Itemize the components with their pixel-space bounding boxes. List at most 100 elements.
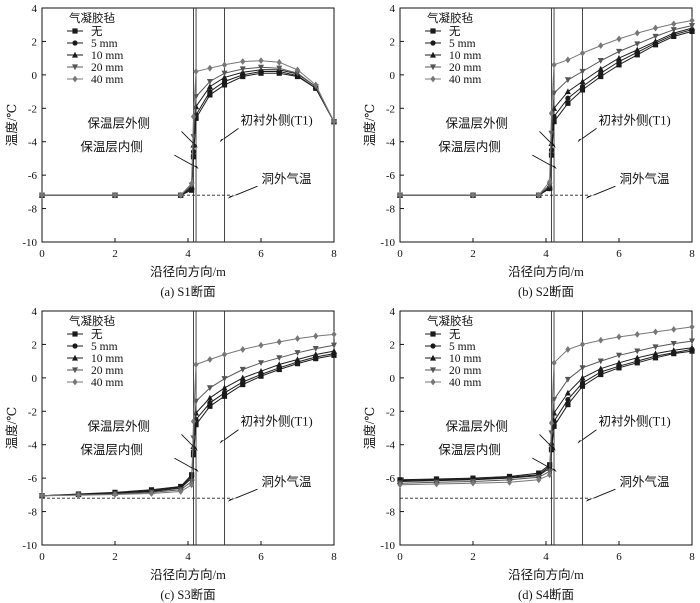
data-point [294,70,301,77]
series-line [399,326,693,486]
series-4 [39,342,337,499]
legend-marker [72,28,78,34]
legend-label: 40 mm [449,377,481,389]
data-point [189,481,195,489]
data-point [294,356,301,363]
series-line [400,25,693,196]
data-point [331,342,337,349]
y-tick-label: -10 [22,540,37,552]
annotation-arrowhead [192,165,199,170]
y-tick-label: -8 [386,204,396,216]
annotation-label: 洞外气温 [261,474,312,489]
legend-label: 5 mm [449,38,476,50]
y-tick-label: -6 [386,170,396,182]
legend-marker [430,354,436,361]
data-point [397,481,403,489]
series-line [399,340,693,484]
data-point [206,385,213,392]
legend-marker [72,40,78,46]
data-point [689,338,695,345]
legend-label: 20 mm [449,62,481,74]
legend-label: 10 mm [91,353,123,365]
data-point [221,393,228,399]
legend-label: 10 mm [449,353,481,365]
y-axis-label: 温度/℃ [4,104,19,146]
y-tick-label: -2 [28,406,37,418]
data-point [652,33,659,40]
legend-title: 气凝胶毡 [427,314,473,328]
data-point [239,366,246,373]
data-point [433,480,440,488]
data-point [598,73,604,80]
annotation-label: 洞外气温 [261,171,312,186]
series-5 [397,17,695,199]
data-point [689,344,695,351]
data-point [331,118,337,126]
data-point [616,54,622,61]
annotation-pointer [532,154,551,166]
data-point [547,471,553,479]
data-point [597,358,604,365]
series-5 [39,57,337,199]
data-point [331,347,337,354]
legend-label: 40 mm [449,74,481,86]
data-point [178,191,184,199]
data-point [258,360,264,367]
annotation-label: 保温层外侧 [87,419,150,433]
legend-title: 气凝胶毡 [69,314,115,328]
data-point [579,87,586,93]
data-point [294,66,301,74]
data-point [112,191,118,199]
data-point [671,325,677,333]
data-point [579,49,586,57]
y-tick-label: -2 [28,103,37,115]
data-point [551,61,557,69]
annotation-label: 洞外气温 [619,171,670,186]
series-line [41,333,335,497]
data-point [564,88,571,95]
annotation-pointer [582,128,597,139]
data-point [597,365,604,372]
panel-caption: (a) S1断面 [160,284,215,299]
annotation-pointer [174,457,193,469]
x-tick-label: 8 [331,248,337,260]
legend-marker [430,28,436,34]
data-point [294,350,301,356]
legend-marker [72,378,78,386]
panel-caption: (d) S4断面 [518,587,574,602]
annotation-arrowhead [219,439,225,444]
data-point [221,82,228,88]
data-point [193,409,200,416]
data-point [548,419,555,427]
series-line [41,354,335,497]
data-point [207,403,213,409]
annotation-arrowhead [551,446,556,452]
annotation-arrowhead [577,439,583,444]
legend-label: 20 mm [449,365,481,377]
legend-label: 无 [91,26,103,38]
data-point [634,46,641,53]
annotation-pointer [582,429,597,441]
chart-panel-4: 0 2 4 6 8 -10 -8 -6 -4 -2 0 2 4 沿径向方向/m 温度/℃ (d) S4断面 气凝… [362,306,695,602]
data-point [689,17,695,24]
data-point [207,356,213,363]
data-point [579,78,586,85]
data-point [193,68,199,75]
legend-marker [430,367,436,374]
data-point [331,331,337,338]
annotation-arrowhead [585,498,594,502]
data-point [193,93,200,100]
legend-label: 40 mm [91,74,123,86]
legend-marker [430,40,436,46]
data-point [313,332,319,340]
data-point [598,70,604,76]
x-tick-label: 8 [689,248,695,260]
data-point [207,64,213,72]
data-point [221,384,228,391]
data-point [276,355,283,361]
data-point [276,361,283,368]
data-point [178,488,184,495]
legend-marker [430,343,436,349]
x-tick-label: 0 [39,551,45,563]
data-point [470,479,476,487]
